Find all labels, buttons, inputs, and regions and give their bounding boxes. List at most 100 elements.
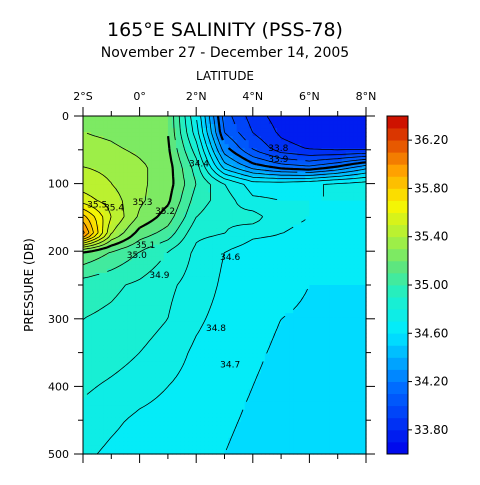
- field-cell: [309, 313, 315, 318]
- field-cell: [325, 377, 331, 383]
- field-cell: [196, 369, 201, 375]
- field-cell: [232, 365, 238, 371]
- field-cell: [256, 329, 262, 334]
- field-cell: [143, 381, 149, 387]
- field-cell: [212, 268, 218, 274]
- field-cell: [309, 200, 315, 206]
- field-cell: [119, 341, 125, 346]
- field-cell: [301, 168, 306, 173]
- field-cell: [325, 309, 331, 314]
- field-cell: [357, 377, 363, 383]
- field-cell: [309, 228, 315, 234]
- field-cell: [188, 377, 193, 383]
- field-cell: [184, 280, 189, 286]
- field-cell: [301, 385, 306, 391]
- field-cell: [91, 357, 96, 363]
- field-cell: [236, 285, 242, 290]
- field-cell: [240, 293, 246, 298]
- field-cell: [115, 136, 120, 141]
- field-cell: [329, 172, 335, 177]
- field-cell: [184, 301, 189, 306]
- field-cell: [180, 176, 185, 181]
- field-cell: [163, 309, 169, 314]
- field-cell: [232, 196, 238, 202]
- field-cell: [216, 148, 222, 153]
- field-cell: [196, 164, 201, 169]
- field-cell: [220, 220, 226, 226]
- field-cell: [244, 276, 250, 282]
- field-cell: [301, 333, 306, 338]
- field-cell: [167, 176, 173, 181]
- field-cell: [200, 361, 205, 367]
- field-cell: [337, 196, 343, 202]
- field-cell: [277, 124, 282, 129]
- field-cell: [349, 293, 355, 298]
- field-cell: [192, 301, 197, 306]
- field-cell: [301, 345, 306, 350]
- field-cell: [167, 337, 173, 342]
- field-cell: [309, 297, 315, 302]
- field-cell: [313, 256, 319, 262]
- field-cell: [268, 208, 274, 214]
- field-cell: [285, 208, 290, 214]
- field-cell: [305, 341, 310, 346]
- field-cell: [200, 345, 205, 350]
- field-cell: [180, 381, 185, 387]
- field-cell: [329, 397, 335, 403]
- field-cell: [135, 260, 141, 266]
- field-cell: [175, 297, 181, 302]
- field-cell: [91, 256, 96, 262]
- field-cell: [293, 184, 298, 190]
- field-cell: [83, 268, 88, 274]
- field-cell: [155, 196, 161, 202]
- field-cell: [293, 373, 298, 379]
- field-cell: [277, 256, 282, 262]
- field-cell: [301, 140, 306, 145]
- field-cell: [171, 120, 177, 125]
- field-cell: [349, 192, 355, 198]
- field-cell: [361, 289, 367, 294]
- field-cell: [91, 160, 96, 165]
- field-cell: [317, 200, 323, 206]
- field-cell: [111, 349, 116, 354]
- field-cell: [171, 184, 177, 190]
- field-cell: [208, 337, 213, 342]
- field-cell: [196, 152, 201, 157]
- field-cell: [232, 132, 238, 137]
- field-cell: [200, 381, 205, 387]
- field-cell: [83, 144, 88, 149]
- field-cell: [321, 305, 327, 310]
- field-cell: [297, 297, 302, 302]
- field-cell: [180, 172, 185, 177]
- field-cell: [107, 381, 112, 387]
- field-cell: [167, 264, 173, 270]
- field-cell: [131, 401, 137, 407]
- field-cell: [349, 224, 355, 230]
- field-cell: [297, 289, 302, 294]
- field-cell: [273, 285, 278, 290]
- field-cell: [196, 373, 201, 379]
- field-cell: [232, 128, 238, 133]
- field-cell: [200, 373, 205, 379]
- field-cell: [305, 337, 310, 342]
- field-cell: [123, 369, 129, 375]
- field-cell: [260, 385, 266, 391]
- field-cell: [180, 160, 185, 165]
- field-cell: [260, 120, 266, 125]
- field-cell: [353, 313, 359, 318]
- field-cell: [123, 337, 129, 342]
- field-cell: [301, 268, 306, 274]
- field-cell: [309, 132, 315, 137]
- field-cell: [232, 305, 238, 310]
- field-cell: [260, 248, 266, 254]
- field-cell: [123, 361, 129, 367]
- field-cell: [325, 256, 331, 262]
- field-cell: [204, 204, 209, 210]
- field-cell: [111, 321, 116, 326]
- field-cell: [325, 385, 331, 391]
- field-cell: [321, 196, 327, 202]
- field-cell: [139, 393, 145, 399]
- field-cell: [115, 313, 120, 318]
- field-cell: [297, 196, 302, 202]
- field-cell: [277, 240, 282, 246]
